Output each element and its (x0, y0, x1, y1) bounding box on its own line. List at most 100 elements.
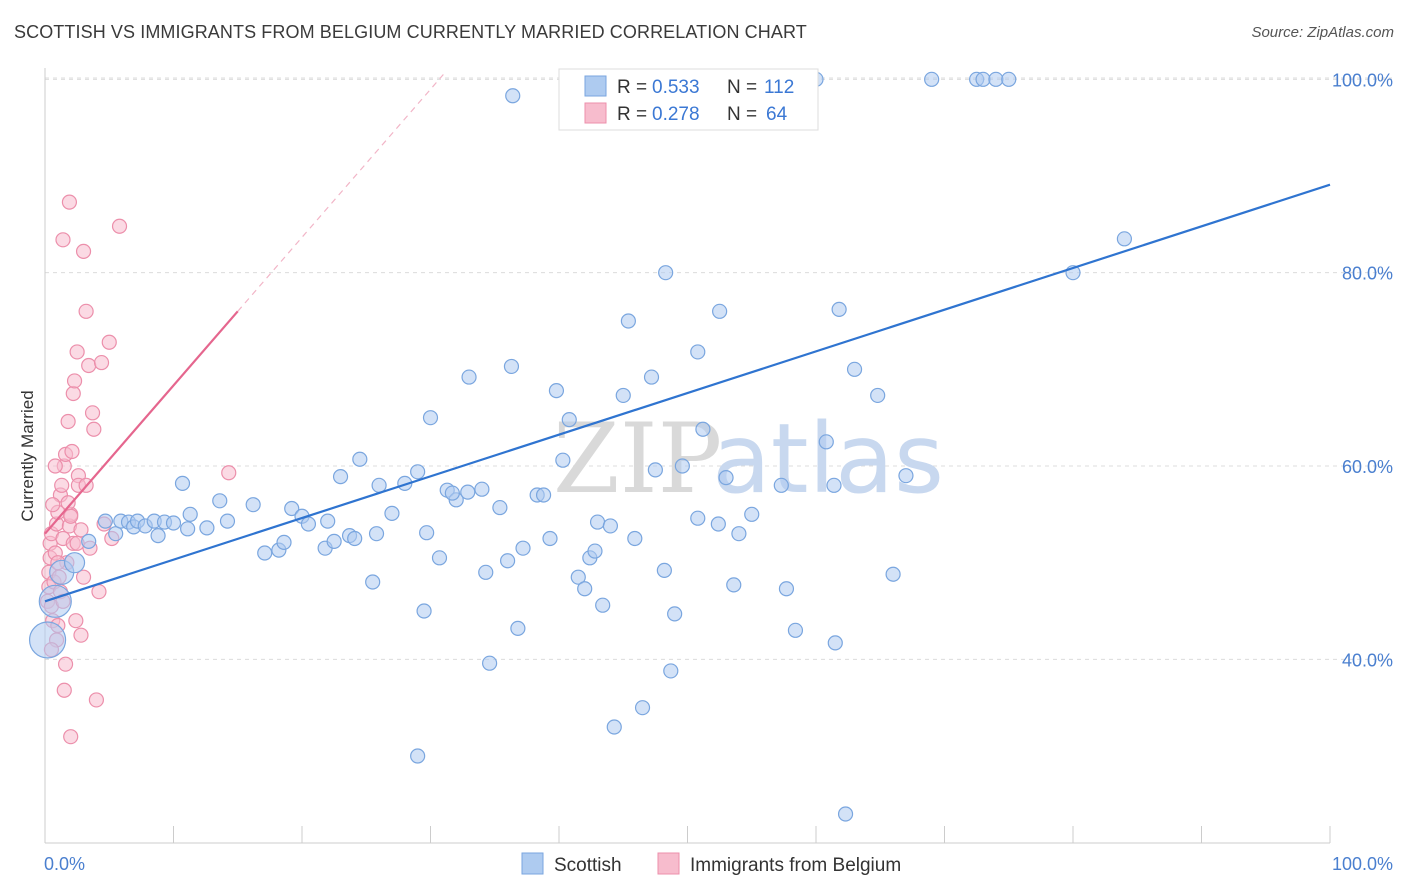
scottish-point-88 (712, 303, 728, 319)
belgium-point-53 (47, 458, 63, 474)
belgium-point-48 (91, 584, 107, 600)
scottish-point-55 (500, 553, 516, 569)
scottish-point-57 (510, 620, 526, 637)
scottish-point-22 (245, 497, 261, 513)
bottom-legend-swatch-belgium (657, 852, 680, 875)
scottish-point-112 (1001, 71, 1017, 87)
scottish-point-41 (410, 464, 426, 480)
belgium-point-50 (73, 627, 89, 643)
scottish-point-45 (431, 550, 448, 566)
legend-swatch-belgium (584, 102, 607, 124)
scottish-point-44 (422, 410, 439, 426)
scottish-point-85 (690, 344, 706, 360)
belgium-point-20 (60, 413, 76, 430)
scottish-point-110 (975, 71, 991, 87)
belgium-point-28 (55, 232, 71, 248)
bottom-legend-swatch-scottish (521, 852, 544, 875)
axis-labels: 40.0% 60.0% 80.0% 100.0% 0.0% 100.0% (44, 70, 1393, 874)
scottish-point-5 (97, 513, 113, 529)
scottish-point-23 (257, 545, 273, 561)
scottish-point-63 (555, 452, 571, 468)
scottish-point-105 (505, 88, 521, 104)
scottish-point-114 (1116, 231, 1133, 247)
scottish-point-89 (718, 470, 734, 486)
scottish-point-36 (365, 574, 381, 590)
scottish-point-98 (827, 635, 843, 651)
scottish-point-37 (371, 477, 387, 493)
scottish-point-70 (595, 597, 611, 613)
belgium-point-38 (57, 656, 74, 672)
scottish-point-77 (643, 369, 660, 385)
y-tick-label-3: 100.0% (1332, 70, 1393, 90)
y-axis-label: Currently Married (18, 390, 37, 521)
scottish-point-32 (332, 469, 349, 485)
legend: R = 0.533 N = 112 R = 0.278 N = 64 (558, 68, 819, 131)
bottom-legend-label-scottish: Scottish (554, 855, 622, 876)
scottish-point-48 (444, 485, 460, 501)
scottish-point-78 (647, 462, 663, 478)
watermark: ZIP atlas (553, 403, 944, 515)
scottish-point-51 (474, 481, 490, 497)
scottish-point-73 (615, 387, 631, 404)
belgium-point-58 (221, 465, 237, 481)
scottish-point-35 (352, 451, 368, 467)
bottom-legend: Scottish Immigrants from Belgium (521, 852, 901, 876)
scottish-point-1 (38, 584, 72, 618)
scottish-point-83 (674, 458, 690, 474)
scottish-point-39 (384, 505, 400, 521)
scottish-point-0 (28, 621, 67, 659)
scottish-point-66 (577, 581, 593, 597)
belgium-point-25 (66, 373, 83, 389)
x-tick-label-1: 100.0% (1332, 854, 1393, 874)
scottish-point-54 (492, 499, 508, 516)
scottish-point-43 (416, 603, 432, 619)
scottish-point-79 (656, 562, 672, 579)
legend-n-label-belgium: N = (727, 104, 757, 125)
legend-n-value-belgium: 64 (766, 104, 788, 125)
belgium-point-41 (86, 421, 102, 437)
trend-line-belgium (44, 310, 239, 535)
scottish-point-61 (542, 530, 558, 547)
scottish-point-90 (773, 477, 789, 493)
scottish-point-16 (180, 521, 196, 537)
legend-r-label-scottish: R = (617, 77, 647, 98)
scottish-point-93 (731, 526, 747, 542)
scottish-point-104 (410, 748, 426, 764)
trend-line-scottish (44, 183, 1331, 603)
scottish-point-74 (620, 313, 636, 329)
bottom-legend-label-belgium: Immigrants from Belgium (690, 855, 901, 876)
belgium-point-37 (68, 613, 84, 629)
watermark-zip: ZIP (553, 403, 722, 515)
trend-lines (44, 74, 1331, 603)
scottish-point-99 (870, 387, 886, 404)
legend-r-value-scottish: 0.533 (652, 77, 700, 98)
scottish-point-71 (602, 518, 619, 534)
y-tick-label-2: 80.0% (1342, 264, 1393, 284)
source-label: Source: ZipAtlas.com (1251, 24, 1394, 41)
belgium-point-26 (69, 344, 85, 360)
belgium-point-40 (63, 729, 79, 745)
watermark-atlas: atlas (712, 403, 944, 515)
belgium-point-30 (75, 243, 92, 259)
scottish-point-76 (634, 700, 651, 716)
scottish-point-108 (924, 71, 940, 87)
scottish-point-69 (589, 514, 606, 530)
scottish-point-6 (108, 526, 124, 542)
belgium-point-61 (60, 495, 76, 511)
scottish-point-31 (320, 513, 336, 529)
belgium-point-43 (93, 354, 110, 371)
belgium-point-16 (54, 477, 70, 493)
scottish-point-80 (658, 265, 674, 281)
scottish-point-97 (831, 301, 847, 317)
scottish-point-68 (587, 543, 603, 559)
scottish-point-75 (627, 530, 643, 547)
scottish-point-3 (63, 552, 86, 574)
legend-n-value-scottish: 112 (764, 77, 794, 98)
scottish-point-18 (199, 520, 215, 536)
trend-extension-belgium (237, 74, 444, 312)
belgium-point-52 (45, 497, 61, 513)
scottish-point-15 (165, 515, 182, 531)
scottish-point-25 (276, 534, 292, 550)
scottish-point-115 (837, 806, 854, 822)
